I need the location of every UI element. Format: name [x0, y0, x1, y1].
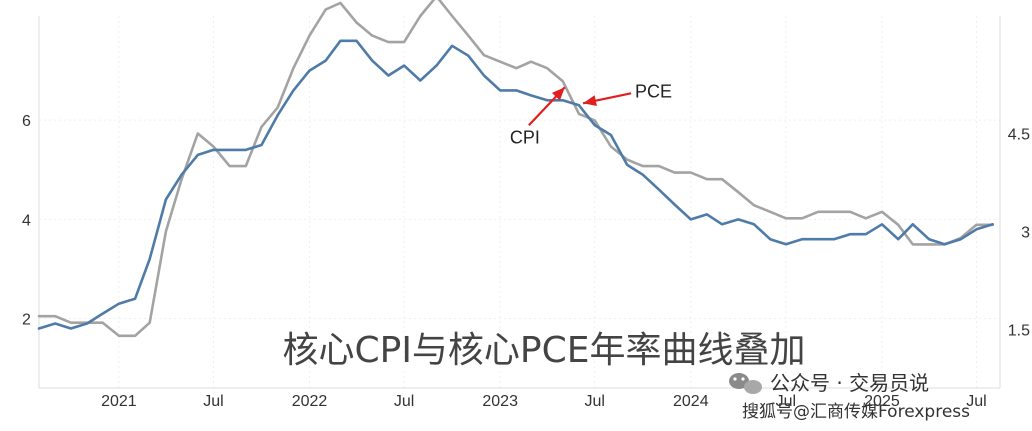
- x-tick-label: Jul: [584, 393, 604, 410]
- annotation-label-cpi: CPI: [510, 127, 540, 147]
- y-left-tick-label: 6: [22, 113, 31, 130]
- wechat-logo-icon: [729, 373, 762, 394]
- y-right-tick-label: 3: [1021, 224, 1030, 241]
- x-tick-label: 2022: [292, 393, 328, 410]
- annotation-layer: PCE CPI: [510, 81, 672, 147]
- x-tick-label: 2023: [482, 393, 518, 410]
- series-layer: [37, 0, 994, 338]
- series-line-pce: [37, 39, 994, 330]
- x-tick-label: Jul: [203, 393, 223, 410]
- x-tick-label: Jul: [966, 393, 986, 410]
- y-right-tick-label: 4.5: [1008, 126, 1030, 143]
- annotation-arrowhead-pce: [583, 95, 597, 107]
- axes-layer: 2021 Jul 2022 Jul 2023 Jul 2024 Jul 2025 Jul 2 4 6 1.…: [22, 16, 1030, 410]
- chart-title: 核心CPI与核心PCE年率曲线叠加: [282, 330, 805, 371]
- x-tick-label: 2024: [673, 393, 709, 410]
- watermark-line1: 公众号 · 交易员说: [770, 371, 929, 395]
- x-tick-label: 2021: [101, 393, 137, 410]
- x-tick-label: Jul: [394, 393, 414, 410]
- annotation-arrowhead-cpi: [551, 87, 565, 101]
- annotation-label-pce: PCE: [635, 81, 672, 101]
- x-tick-label: Jul: [776, 393, 796, 410]
- y-left-tick-label: 2: [22, 312, 31, 329]
- y-right-tick-label: 1.5: [1008, 322, 1030, 339]
- watermark: 公众号 · 交易员说 搜狐号@汇商传媒Forexpress: [729, 371, 970, 422]
- x-tick-label: 2025: [864, 393, 900, 410]
- y-left-tick-label: 4: [22, 212, 31, 229]
- grid-layer: [39, 16, 1000, 388]
- watermark-line2: 搜狐号@汇商传媒Forexpress: [742, 402, 970, 422]
- series-line-cpi: [37, 0, 994, 338]
